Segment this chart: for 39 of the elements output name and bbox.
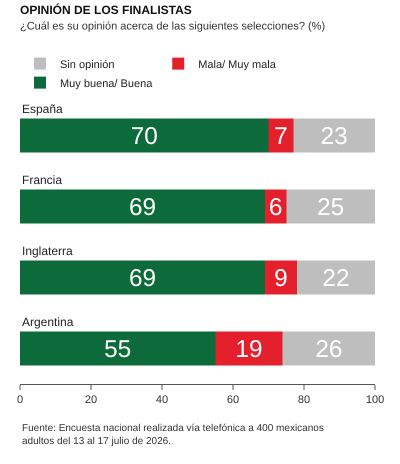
y-tick-label: España xyxy=(22,102,64,116)
bar xyxy=(20,260,265,295)
data-label: 6 xyxy=(268,194,282,221)
bar xyxy=(264,260,297,295)
x-tick-label: 0 xyxy=(16,394,24,406)
y-tick-label: Argentina xyxy=(22,315,74,329)
bar xyxy=(20,118,268,153)
legend-label: Mala/ Muy mala xyxy=(198,58,277,71)
data-label: 19 xyxy=(235,336,263,363)
x-tick-label: 20 xyxy=(84,394,98,406)
bar xyxy=(286,189,375,224)
data-label: 22 xyxy=(322,264,350,292)
data-label: 7 xyxy=(274,122,288,150)
data-label: 25 xyxy=(317,194,344,221)
data-label: 69 xyxy=(128,194,156,221)
bar xyxy=(20,189,265,224)
bar xyxy=(296,260,375,295)
bar xyxy=(268,118,294,153)
data-label: 70 xyxy=(130,122,158,150)
data-label: 9 xyxy=(274,264,288,292)
data-label: 55 xyxy=(104,336,132,363)
legend-label: Muy buena/ Buena xyxy=(60,78,154,90)
data-label: 26 xyxy=(315,336,342,363)
source-note: Fuente: Encuesta nacional realizada vía telefónica a 400 mexicanos adultos del 13 al 17 julio de 2026. xyxy=(22,423,324,447)
chart-subtitle: ¿Cuál es su opinión acerca de las siguientes selecciones? (%) xyxy=(20,20,326,33)
chart-title: OPINIÓN DE LOS FINALISTAS xyxy=(20,2,192,17)
x-tick-label: 100 xyxy=(366,394,384,406)
x-tick-label: 80 xyxy=(298,394,310,406)
bar xyxy=(215,331,283,366)
y-tick-label: Inglaterra xyxy=(22,244,74,258)
bar xyxy=(20,331,216,366)
x-tick-label: 60 xyxy=(226,394,240,406)
bar xyxy=(282,331,375,366)
data-label: 23 xyxy=(320,122,348,150)
data-label: 69 xyxy=(128,264,156,292)
bar xyxy=(293,118,375,153)
legend-label: Sin opinión xyxy=(60,58,114,71)
y-tick-label: Francia xyxy=(22,173,62,187)
x-tick-label: 40 xyxy=(156,394,168,406)
